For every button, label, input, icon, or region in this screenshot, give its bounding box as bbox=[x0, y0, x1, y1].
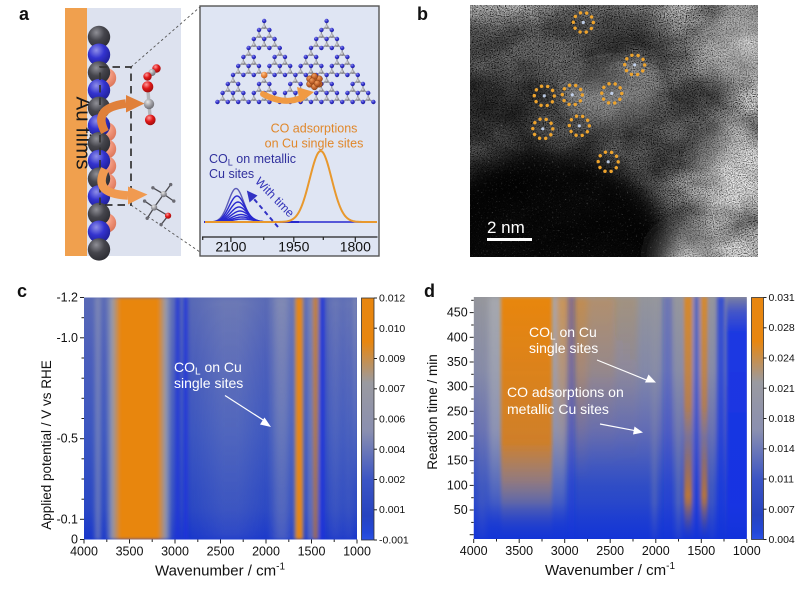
svg-text:on Cu single sites: on Cu single sites bbox=[265, 137, 364, 151]
svg-text:COL on Cu: COL on Cu bbox=[174, 359, 242, 378]
svg-text:300: 300 bbox=[447, 380, 468, 394]
svg-text:0.002: 0.002 bbox=[379, 474, 405, 486]
svg-text:450: 450 bbox=[447, 306, 468, 320]
svg-text:-0.001: -0.001 bbox=[379, 535, 409, 547]
svg-text:0.006: 0.006 bbox=[379, 414, 405, 426]
svg-text:-1.2: -1.2 bbox=[56, 291, 78, 305]
svg-text:0.012: 0.012 bbox=[379, 293, 405, 305]
svg-text:c: c bbox=[17, 281, 27, 301]
svg-text:-0.1: -0.1 bbox=[56, 512, 78, 526]
svg-text:2100: 2100 bbox=[215, 239, 246, 255]
svg-text:2 nm: 2 nm bbox=[487, 218, 525, 237]
svg-text:0.011: 0.011 bbox=[769, 474, 795, 486]
svg-text:a: a bbox=[19, 4, 30, 24]
svg-text:1500: 1500 bbox=[298, 545, 326, 559]
svg-text:0.007: 0.007 bbox=[379, 383, 405, 395]
svg-text:250: 250 bbox=[447, 404, 468, 418]
svg-text:0.021: 0.021 bbox=[769, 383, 795, 395]
svg-text:0.024: 0.024 bbox=[769, 353, 795, 365]
svg-text:0.031: 0.031 bbox=[769, 292, 795, 304]
svg-text:0.028: 0.028 bbox=[769, 322, 795, 334]
svg-text:4000: 4000 bbox=[460, 544, 488, 558]
svg-text:-0.5: -0.5 bbox=[56, 432, 78, 446]
svg-text:1000: 1000 bbox=[343, 545, 371, 559]
svg-text:metallic Cu sites: metallic Cu sites bbox=[507, 401, 609, 417]
svg-text:3000: 3000 bbox=[161, 545, 189, 559]
svg-text:400: 400 bbox=[447, 330, 468, 344]
svg-text:150: 150 bbox=[447, 454, 468, 468]
svg-text:Au films: Au films bbox=[72, 97, 95, 170]
svg-text:0.010: 0.010 bbox=[379, 323, 405, 335]
svg-text:0.009: 0.009 bbox=[379, 353, 405, 365]
svg-text:Applied potential / V vs RHE: Applied potential / V vs RHE bbox=[39, 360, 54, 530]
svg-text:0.004: 0.004 bbox=[379, 444, 405, 456]
svg-text:3500: 3500 bbox=[116, 545, 144, 559]
svg-text:50: 50 bbox=[454, 503, 468, 517]
svg-text:Wavenumber / cm-1: Wavenumber / cm-1 bbox=[545, 561, 675, 579]
svg-text:3500: 3500 bbox=[505, 544, 533, 558]
svg-text:0.004: 0.004 bbox=[769, 534, 795, 546]
svg-text:0.018: 0.018 bbox=[769, 413, 795, 425]
svg-text:100: 100 bbox=[447, 478, 468, 492]
svg-text:2000: 2000 bbox=[642, 544, 670, 558]
svg-text:1800: 1800 bbox=[340, 239, 371, 255]
svg-text:4000: 4000 bbox=[70, 545, 98, 559]
svg-text:-1.0: -1.0 bbox=[56, 331, 78, 345]
svg-text:0.007: 0.007 bbox=[769, 504, 795, 516]
svg-text:1950: 1950 bbox=[278, 239, 309, 255]
svg-text:2000: 2000 bbox=[252, 545, 280, 559]
svg-text:d: d bbox=[424, 281, 435, 301]
svg-text:2500: 2500 bbox=[596, 544, 624, 558]
svg-text:0: 0 bbox=[71, 533, 78, 547]
svg-text:COL on Cu: COL on Cu bbox=[529, 324, 597, 343]
svg-text:200: 200 bbox=[447, 429, 468, 443]
svg-text:2500: 2500 bbox=[207, 545, 235, 559]
svg-text:Reaction time / min: Reaction time / min bbox=[425, 354, 440, 470]
svg-text:Wavenumber / cm-1: Wavenumber / cm-1 bbox=[155, 562, 285, 580]
svg-text:CO adsorptions: CO adsorptions bbox=[271, 122, 358, 136]
svg-text:0.014: 0.014 bbox=[769, 443, 795, 455]
svg-text:CO adsorptions on: CO adsorptions on bbox=[507, 384, 624, 400]
svg-text:single sites: single sites bbox=[529, 340, 598, 356]
svg-text:0.001: 0.001 bbox=[379, 504, 405, 516]
svg-text:1500: 1500 bbox=[687, 544, 715, 558]
svg-text:350: 350 bbox=[447, 355, 468, 369]
svg-text:single sites: single sites bbox=[174, 375, 243, 391]
svg-text:b: b bbox=[417, 4, 428, 24]
svg-text:3000: 3000 bbox=[551, 544, 579, 558]
svg-text:Cu sites: Cu sites bbox=[209, 167, 254, 181]
svg-text:1000: 1000 bbox=[733, 544, 761, 558]
